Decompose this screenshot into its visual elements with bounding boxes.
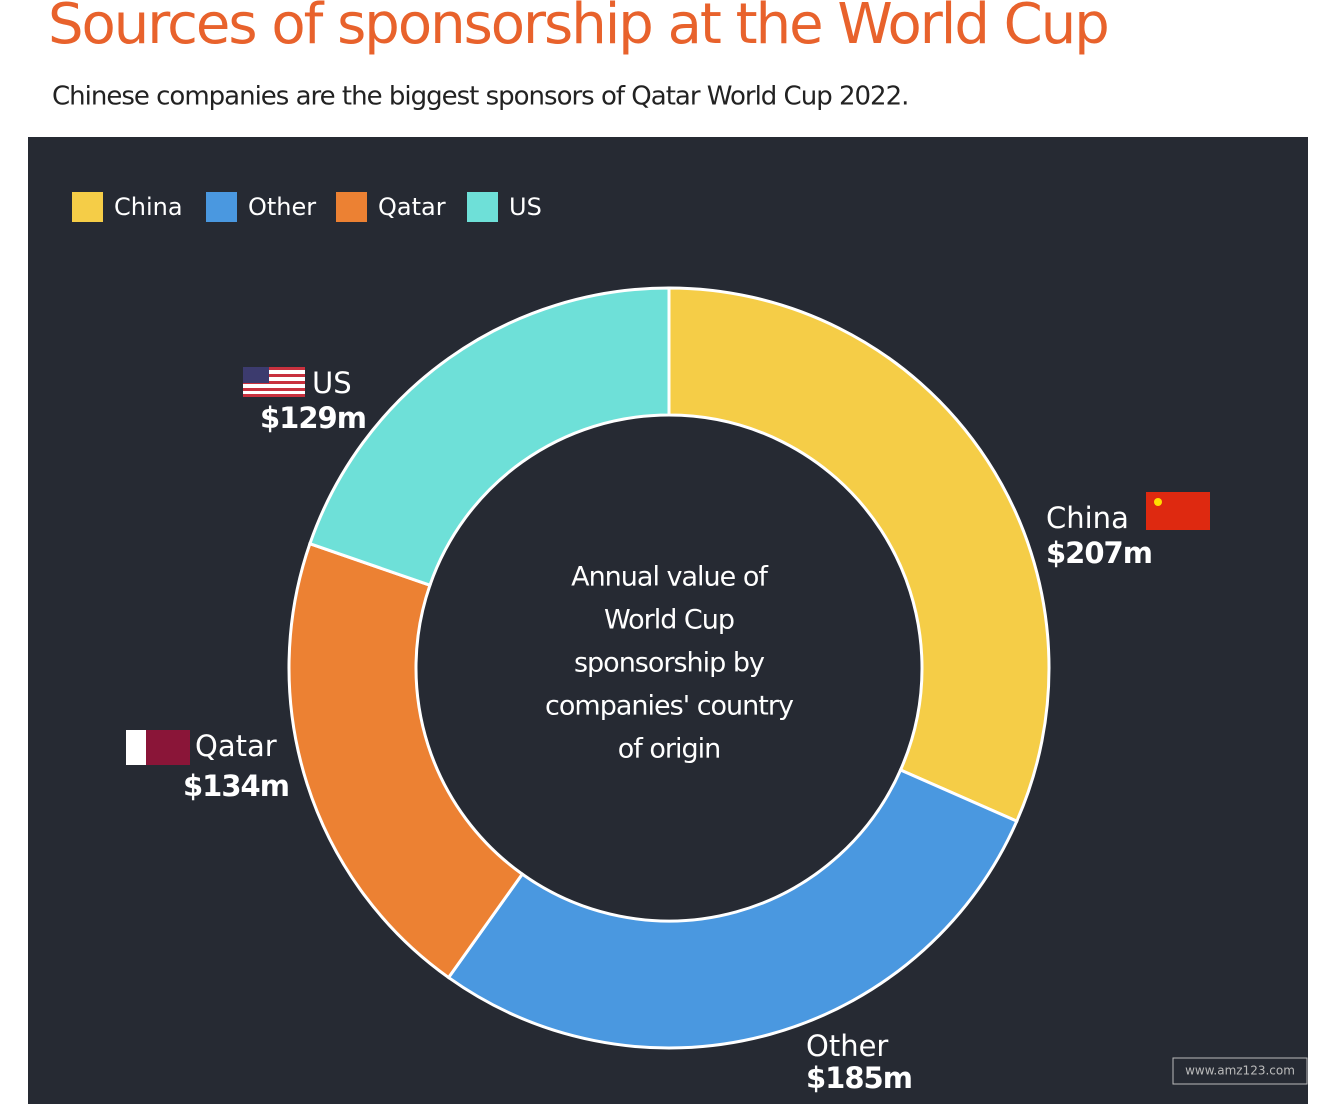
slice-value-label: $129m [260,401,366,435]
flag-china [1146,492,1210,530]
slice-label: US [312,366,352,400]
legend-label: Other [248,193,316,221]
legend-swatch [72,192,103,222]
center-text: World Cup [604,605,734,636]
slice-label: China [1046,501,1129,535]
center-text: Annual value of [571,562,769,593]
chart-subtitle: Chinese companies are the biggest sponso… [52,82,908,112]
chart-title: Sources of sponsorship at the World Cup [48,0,1108,57]
slice-value-label: $134m [183,769,289,803]
watermark: www.amz123.com [1185,1064,1295,1078]
donut-slice [446,768,1019,1050]
center-text: of origin [618,734,720,765]
flag-us [243,367,305,397]
slice-value-label: $207m [1046,536,1152,570]
slice-label: Other [806,1029,888,1063]
donut-slice [287,541,525,980]
legend-swatch [336,192,367,222]
legend-swatch [206,192,237,222]
legend-label: China [114,193,183,221]
center-text: companies' country [545,691,794,722]
watermark-box [1172,1057,1308,1085]
donut-slice [308,286,671,588]
legend-label: Qatar [378,193,446,221]
center-text: sponsorship by [574,648,765,679]
slice-value-label: $185m [806,1061,912,1095]
flag-qatar [126,730,190,765]
legend-swatch [467,192,498,222]
donut-slice [667,286,1051,824]
slice-label: Qatar [195,729,277,763]
legend-label: US [509,193,542,221]
